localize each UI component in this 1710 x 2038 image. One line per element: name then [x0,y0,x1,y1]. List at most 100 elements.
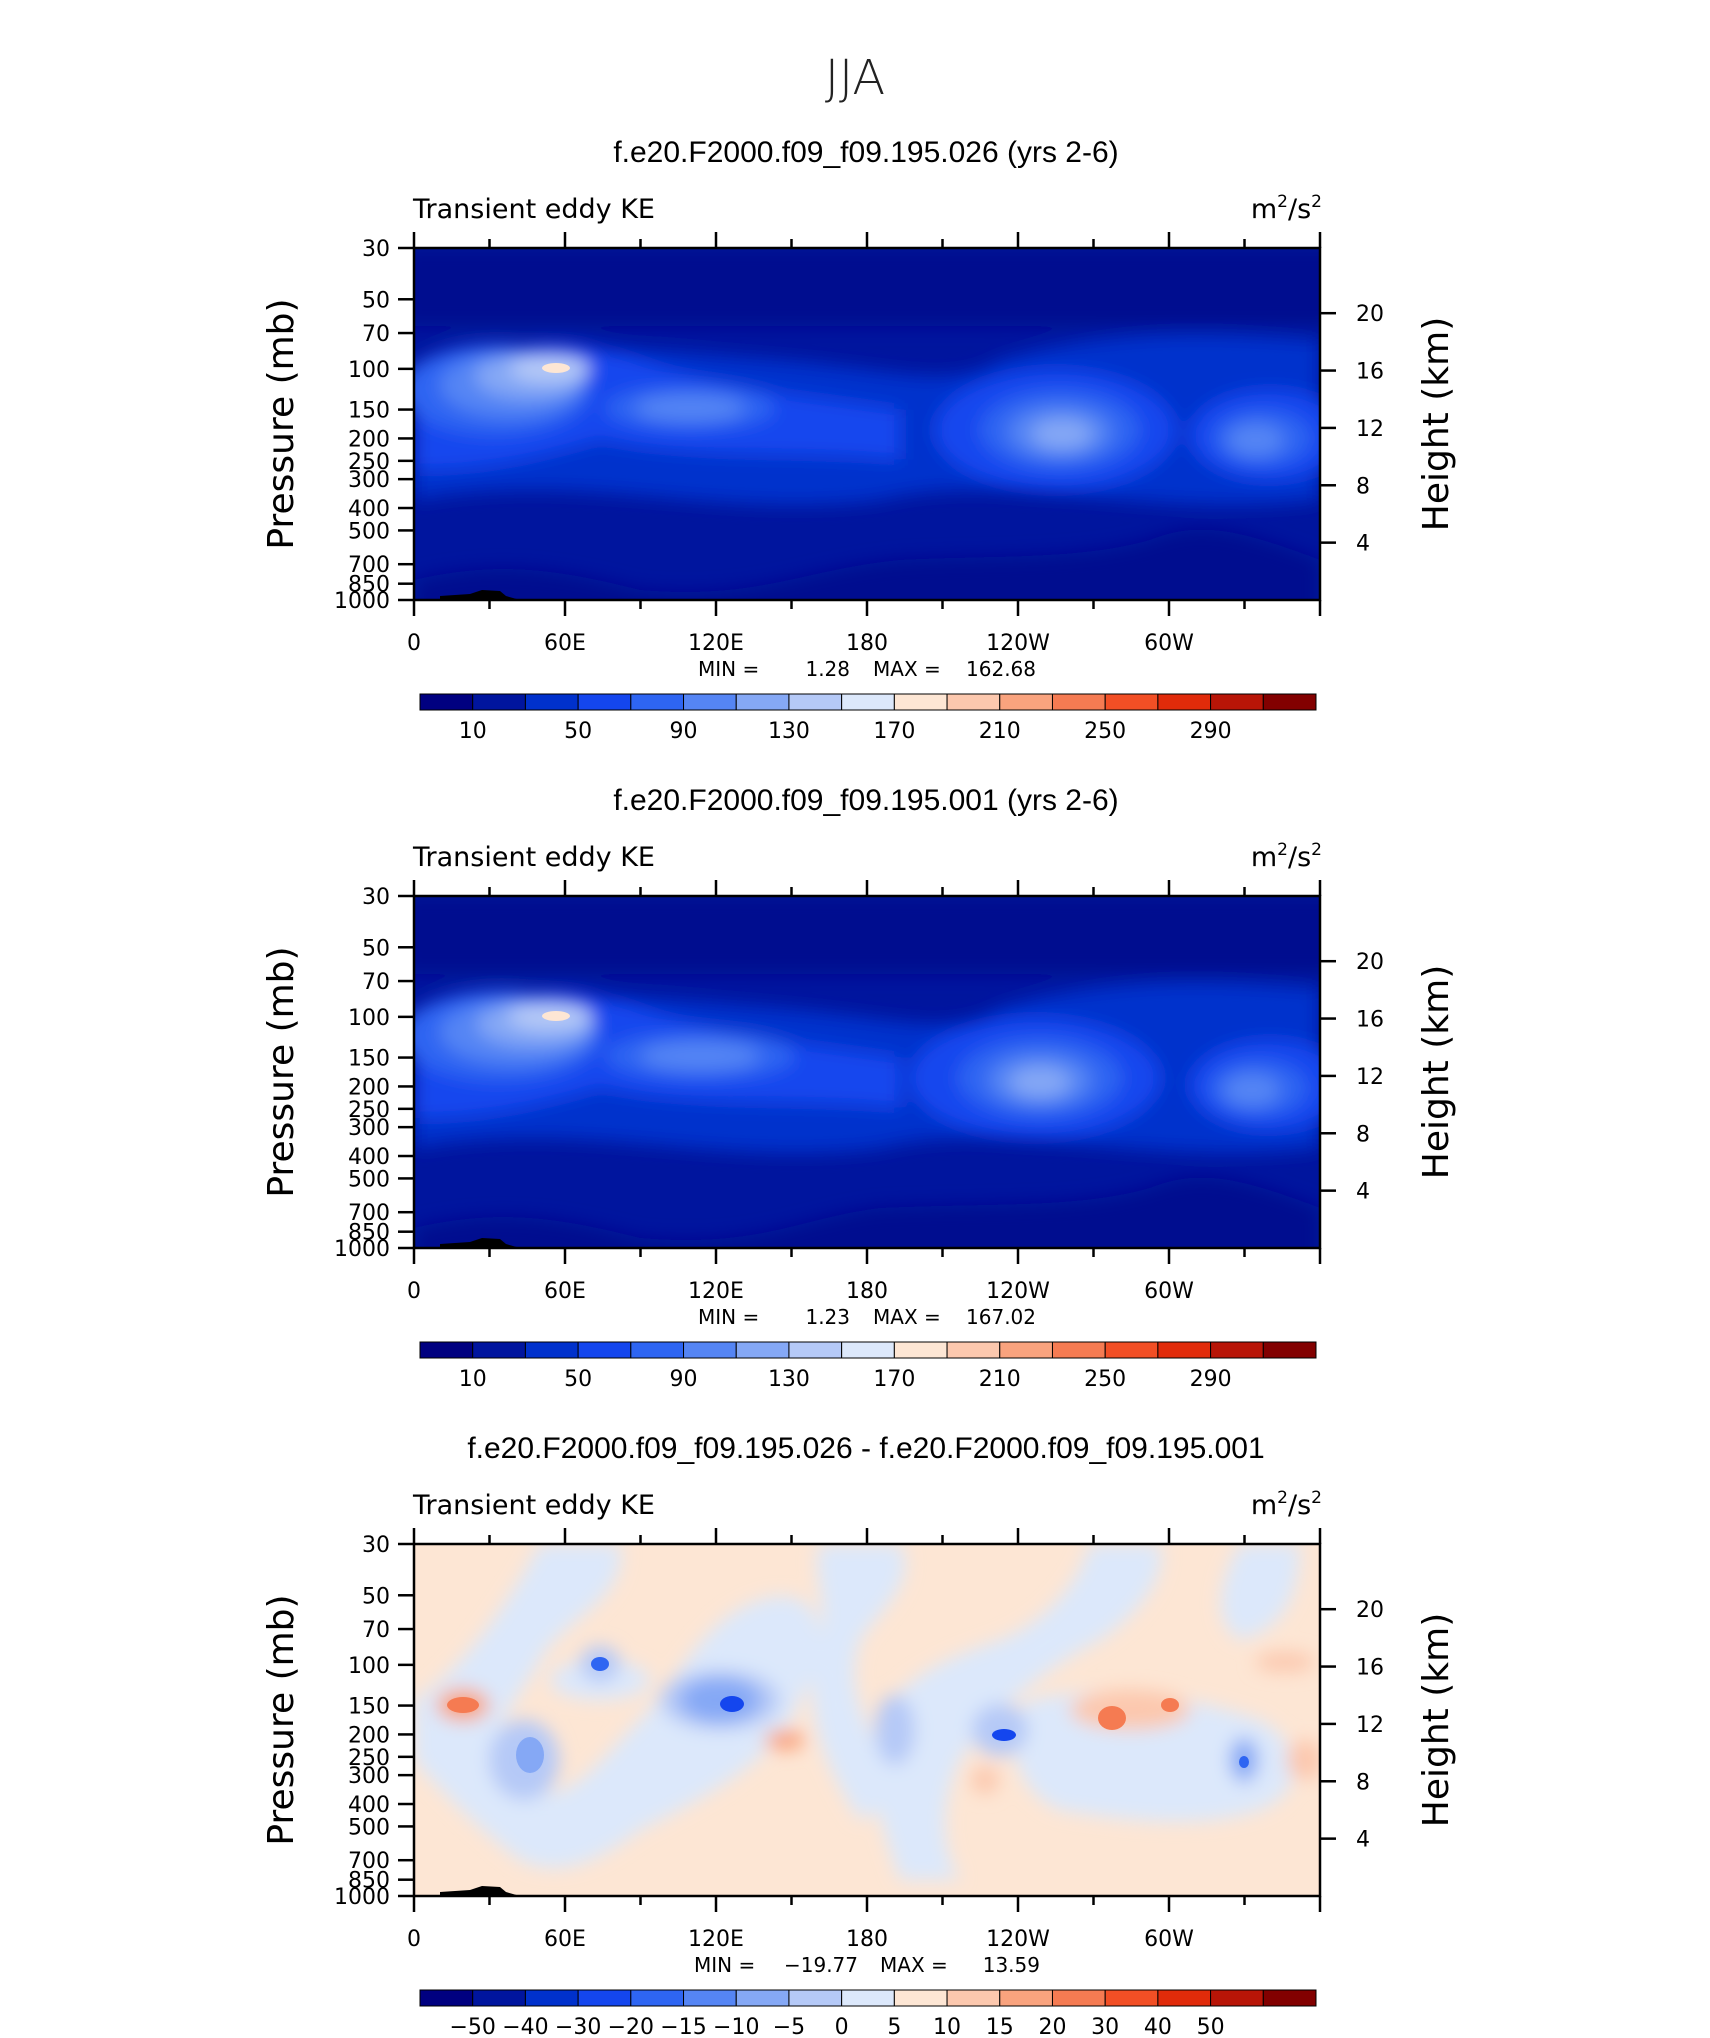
colorbar-box [683,693,737,711]
panel-2: f.e20.F2000.f09_f09.195.001 (yrs 2-6) Tr… [261,784,1457,1392]
jet-core [1224,1074,1280,1106]
y-tick-label: 400 [348,1793,390,1818]
colorbar-box [788,693,843,711]
x-axis: 0 60E 120E 180 120W 60W [407,232,1322,656]
colorbar-box [1104,1989,1159,2007]
y-tick-label: 70 [362,970,390,995]
units-base: m [1251,1490,1277,1521]
colorbar-box [524,1341,579,1359]
units-base: m [1251,842,1277,873]
x-tick-label: 60E [544,1927,586,1952]
x-tick-label: 60W [1144,631,1194,656]
y-right-tick-label: 12 [1356,417,1384,442]
y-tick-label: 50 [362,288,390,313]
colorbar-box [946,693,1001,711]
colorbar-box [893,693,948,711]
y-tick-label: 500 [348,1815,390,1840]
colorbar-box [630,1341,685,1359]
colorbar-label: 250 [1084,1367,1126,1392]
x-tick-label: 180 [846,1279,888,1304]
colorbar-label: 30 [1091,2015,1119,2038]
y-tick-label: 200 [348,1075,390,1100]
units-base: m [1251,194,1277,225]
y-tick-label: 850 [348,1869,390,1894]
colorbar-box [1157,1989,1212,2007]
x-tick-label: 120W [986,1927,1050,1952]
x-tick-label: 120W [986,631,1050,656]
y-tick-label: 700 [348,1849,390,1874]
y-right-tick-label: 16 [1356,360,1384,385]
colorbar-box [1262,693,1317,711]
min-value: 1.23 [805,1305,850,1329]
max-label: MAX = [873,657,941,681]
y-tick-label: 200 [348,427,390,452]
negative-region [1221,1544,1300,1640]
max-value: 13.59 [983,1953,1040,1977]
colorbar-label: −5 [773,2015,805,2038]
y-axis-right-title: Height (km) [1416,1613,1457,1827]
colorbar-box [1051,1341,1106,1359]
jet-core [640,1042,760,1070]
units-sup: 2 [1311,840,1322,860]
colorbar-box [1262,1989,1317,2007]
y-tick-label: 700 [348,1201,390,1226]
surface-band [414,529,1320,600]
positive-core [1098,1706,1126,1730]
max-value: 167.02 [966,1305,1036,1329]
y-tick-label: 30 [362,237,390,262]
colorbar-box [524,1989,579,2007]
y-right-tick-label: 12 [1356,1065,1384,1090]
y-right-tick-label: 8 [1356,1122,1370,1147]
y-right-tick-label: 16 [1356,1008,1384,1033]
jet-core [635,395,745,421]
stats-line: MIN = −19.77 MAX = 13.59 [694,1953,1040,1977]
colorbar-label: −30 [555,2015,601,2038]
colorbar-label: 90 [670,719,698,744]
stats-line: MIN = 1.28 MAX = 162.68 [698,657,1036,681]
max-label: MAX = [873,1305,941,1329]
colorbar-box [1210,693,1264,711]
stratosphere-band [414,248,1320,326]
variable-label: Transient eddy KE [412,1490,655,1521]
y-tick-label: 150 [348,1695,390,1720]
units-label: m2/s2 [1251,192,1322,225]
colorbar: 10 50 90 130 170 210 250 290 [419,693,1317,744]
positive-region [1287,1740,1320,1780]
x-axis: 0 60E 120E 180 120W 60W [407,1528,1322,1952]
units-sup: 2 [1277,192,1288,212]
jet-core [1010,1067,1070,1097]
colorbar-label: −40 [502,2015,548,2038]
colorbar-label: 10 [933,2015,961,2038]
y-axis-title: Pressure (mb) [261,1594,302,1845]
colorbar-box [577,693,632,711]
x-axis: 0 60E 120E 180 120W 60W [407,880,1322,1304]
colorbar-box [788,1341,843,1359]
topography [440,1886,520,1896]
y-tick-label: 400 [348,1145,390,1170]
x-tick-label: 120E [688,1279,744,1304]
colorbar-box [683,1341,737,1359]
x-tick-label: 120E [688,631,744,656]
jet-max [542,363,570,373]
colorbar-box [577,1989,632,2007]
colorbar-box [999,1341,1053,1359]
panel-1: f.e20.F2000.f09_f09.195.026 (yrs 2-6) Tr… [261,136,1457,744]
y-tick-label: 50 [362,936,390,961]
colorbar-box [1210,1989,1264,2007]
y-axis-right: 20 16 12 8 4 [1320,1598,1384,1853]
colorbar-label: 290 [1190,1367,1232,1392]
units-mid: /s [1288,194,1311,225]
y-tick-label: 1000 [334,589,390,614]
panel-3: f.e20.F2000.f09_f09.195.026 - f.e20.F200… [261,1432,1457,2038]
colorbar-label: 50 [564,719,592,744]
y-right-tick-label: 4 [1356,1180,1370,1205]
colorbar-label: 130 [768,719,810,744]
y-tick-label: 500 [348,519,390,544]
x-tick-label: 180 [846,1927,888,1952]
surface-band [414,1177,1320,1248]
colorbar-box [999,693,1053,711]
y-right-tick-label: 4 [1356,532,1370,557]
y-right-tick-label: 4 [1356,1828,1370,1853]
positive-region [765,1730,805,1750]
